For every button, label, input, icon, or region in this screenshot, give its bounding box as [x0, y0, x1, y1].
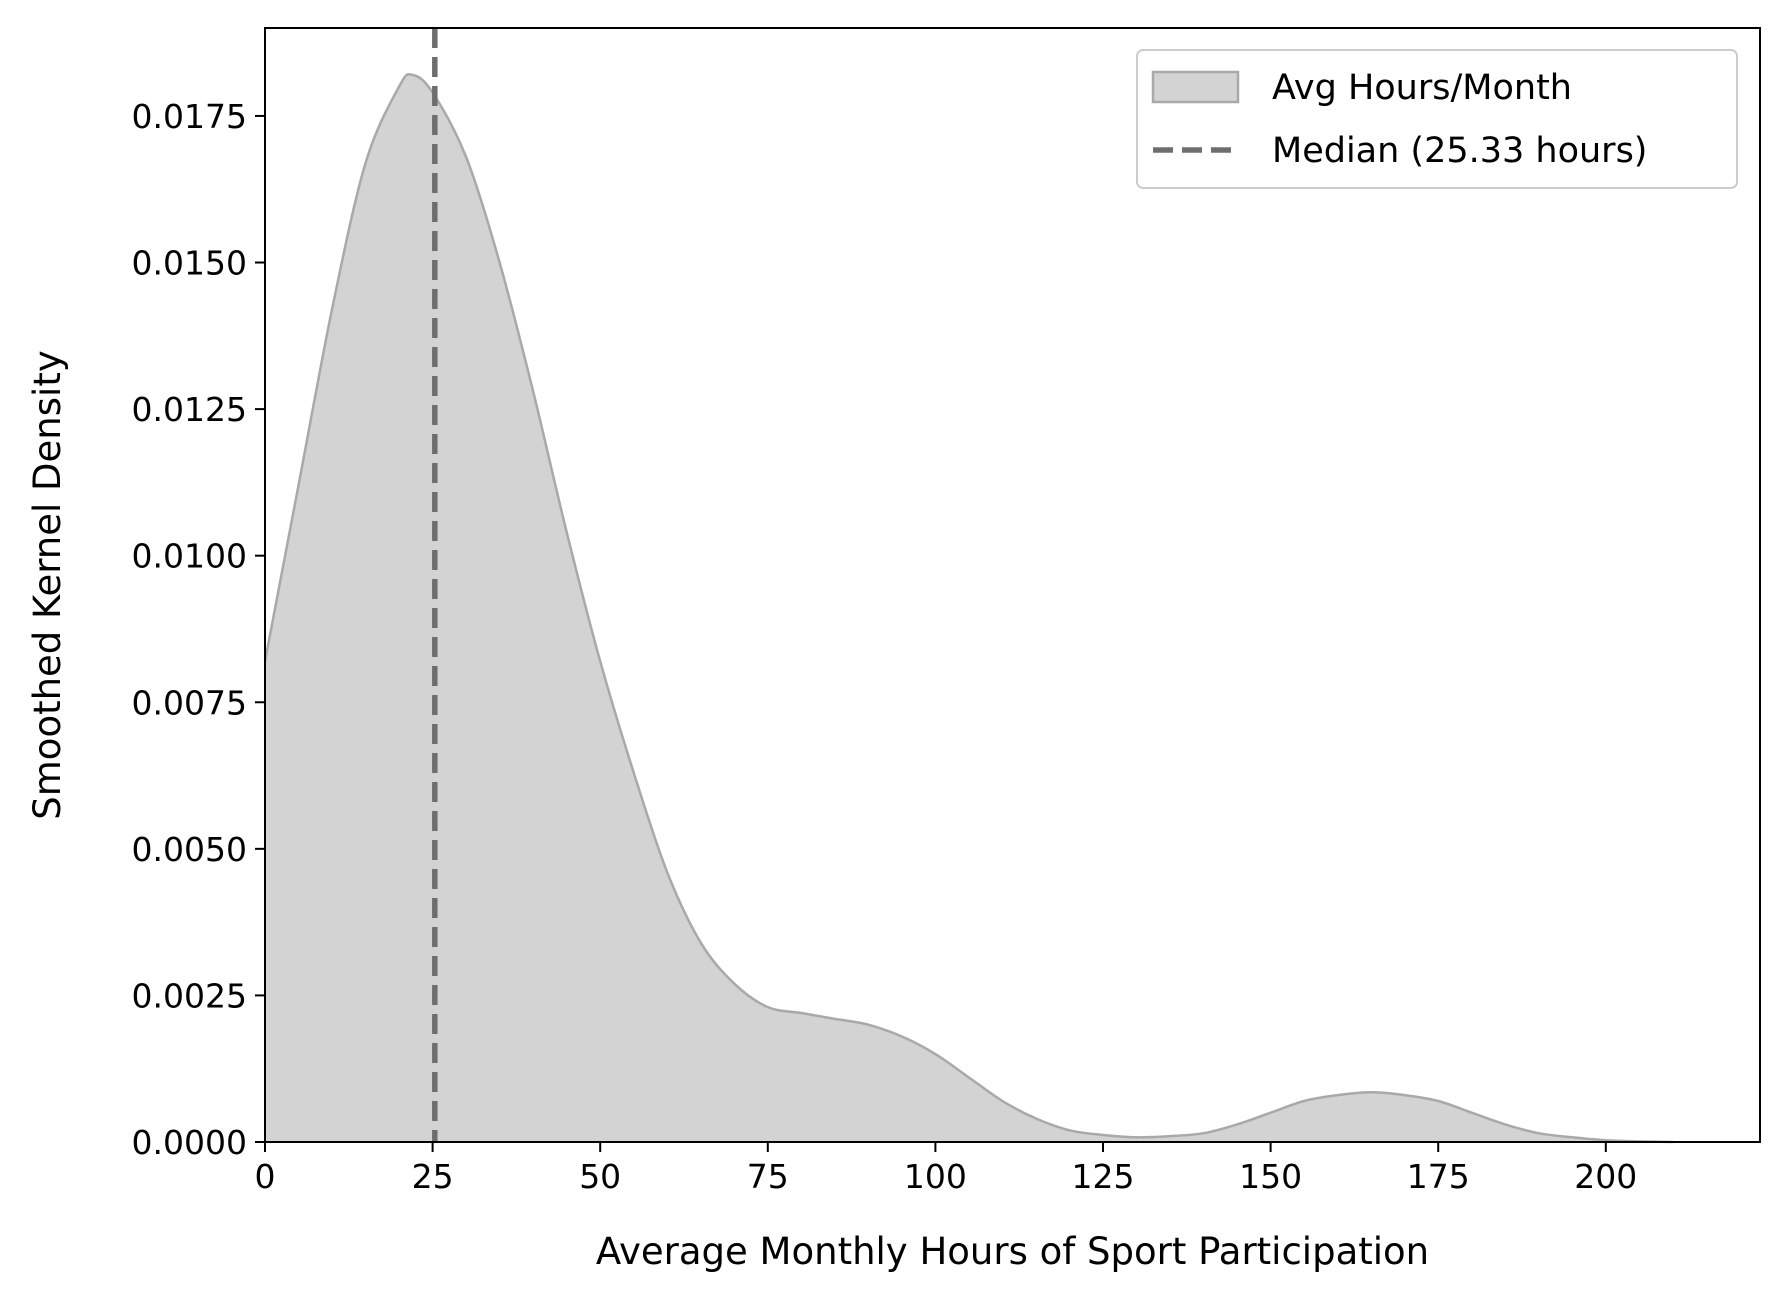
x-tick-label: 125: [1072, 1157, 1135, 1196]
legend-label-density: Avg Hours/Month: [1272, 68, 1572, 108]
x-tick-label: 50: [579, 1157, 621, 1196]
y-tick-label: 0.0150: [132, 244, 247, 283]
y-axis-label: Smoothed Kernel Density: [26, 350, 69, 819]
x-tick-label: 100: [904, 1157, 967, 1196]
axes: 0 25 50 75 100 125 150 175 200 0.0000 0.0025 0.0050…: [132, 27, 1761, 1196]
density-fill-area: [265, 74, 1673, 1142]
x-axis-label: Average Monthly Hours of Sport Participa…: [596, 1230, 1429, 1273]
x-tick-label: 0: [255, 1157, 276, 1196]
y-tick-label: 0.0175: [132, 97, 247, 136]
legend-label-median: Median (25.33 hours): [1272, 131, 1647, 171]
y-tick-label: 0.0100: [132, 537, 247, 576]
legend-swatch-density: [1151, 70, 1240, 104]
x-tick-label: 200: [1574, 1157, 1637, 1196]
x-tick-label: 150: [1239, 1157, 1302, 1196]
y-tick-label: 0.0075: [132, 683, 247, 722]
y-tick-label: 0.0125: [132, 390, 247, 429]
x-tick-label: 25: [412, 1157, 454, 1196]
x-tick-label: 175: [1407, 1157, 1470, 1196]
y-tick-label: 0.0000: [132, 1123, 247, 1162]
y-tick-label: 0.0050: [132, 830, 247, 869]
plot-area: [263, 28, 1673, 1144]
y-tick-label: 0.0025: [132, 976, 247, 1015]
x-tick-label: 75: [747, 1157, 789, 1196]
legend-box: [1136, 49, 1738, 189]
legend: Avg Hours/Month Median (25.33 hours): [1136, 49, 1738, 189]
axes-frame: [264, 27, 1761, 1143]
